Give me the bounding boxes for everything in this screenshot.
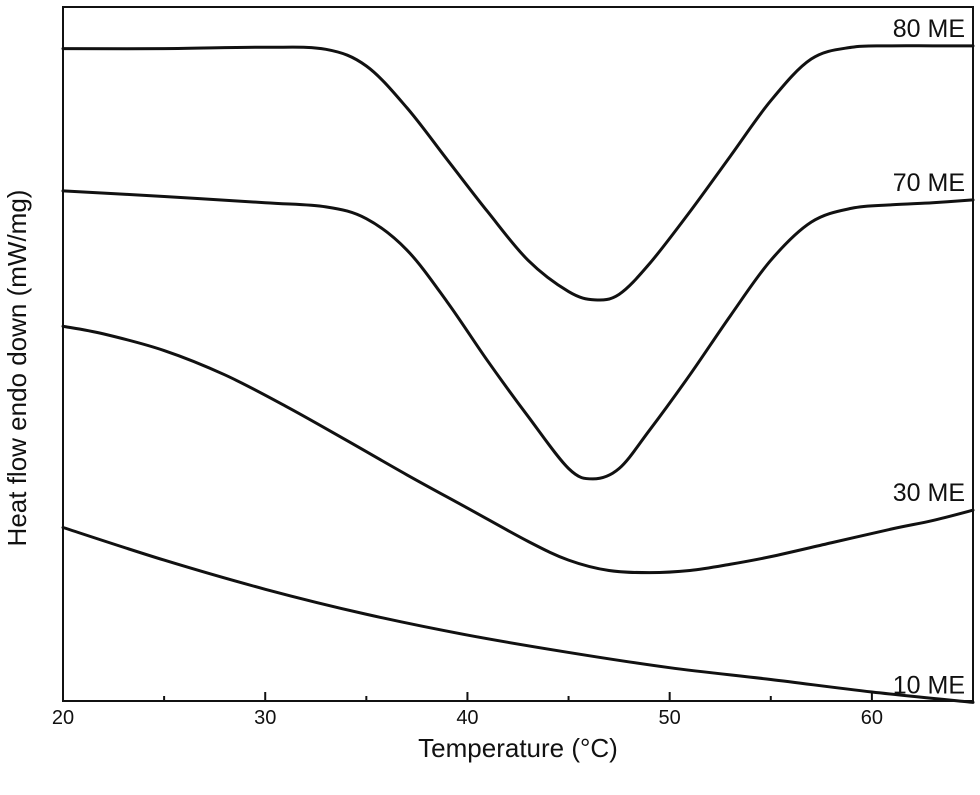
series-line-30-me [61,324,975,575]
x-axis-ticks [62,692,974,701]
x-axis-tick-labels: 20 30 40 50 60 [52,707,883,729]
series-line-70-me [61,189,975,481]
series-line-80-me [61,44,975,302]
x-tick-label: 30 [254,707,276,729]
series-label-10-me: 10 ME [893,671,965,699]
series-label-80-me: 80 ME [893,15,965,43]
x-axis-label: Temperature (°C) [418,733,618,763]
series-lines [61,44,975,704]
plot-border [62,6,974,702]
series-label-30-me: 30 ME [893,479,965,507]
x-tick-label: 40 [456,707,478,729]
x-tick-label: 20 [52,707,74,729]
x-tick-label: 60 [861,707,883,729]
plot-frame [62,6,974,702]
y-axis-label: Heat flow endo down (mW/mg) [2,190,32,547]
x-tick-label: 50 [659,707,681,729]
series-label-70-me: 70 ME [893,169,965,197]
series-labels: 80 ME 70 ME 30 ME 10 ME [893,15,965,700]
series-line-10-me [61,526,975,704]
